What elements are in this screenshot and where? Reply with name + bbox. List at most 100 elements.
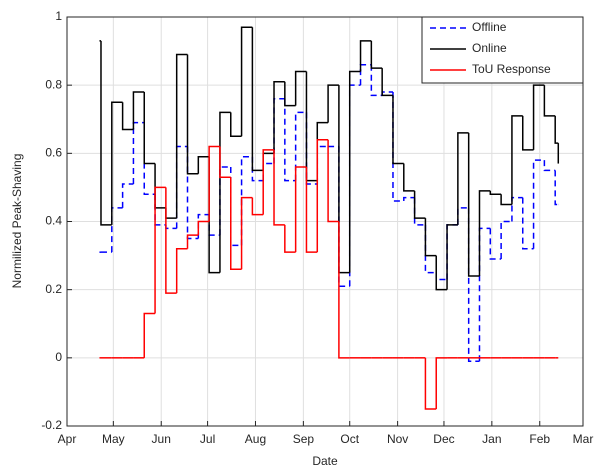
step-segment [284, 81, 296, 107]
x-tick-label: Nov [387, 432, 408, 446]
step-segment [457, 132, 469, 225]
step-segment [467, 132, 480, 277]
step-segment [511, 115, 523, 205]
step-segment [284, 224, 296, 253]
axes-box [66, 16, 584, 427]
step-segment [370, 40, 383, 69]
step-segment [197, 213, 210, 239]
step-segment [413, 197, 426, 226]
step-segment [424, 357, 437, 410]
x-tick-label: Jan [482, 432, 501, 446]
x-tick-label: Apr [58, 432, 77, 446]
x-tick-label: Jul [200, 432, 215, 446]
y-tick-label: 0.4 [45, 214, 62, 228]
step-segment [348, 70, 361, 273]
step-segment [208, 145, 220, 222]
y-tick-label: 0.8 [45, 77, 62, 91]
step-segment [500, 220, 512, 259]
step-segment [251, 27, 264, 172]
step-segment [186, 54, 199, 175]
step-segment [143, 312, 156, 358]
step-segment [489, 228, 502, 260]
step-segment [543, 85, 556, 117]
step-segment [294, 70, 307, 106]
step-segment [413, 190, 426, 219]
step-segment [327, 84, 339, 123]
legend-box [421, 16, 584, 84]
step-segment [111, 101, 123, 225]
step-segment [294, 111, 307, 181]
y-tick-label: 0.2 [45, 282, 62, 296]
y-tick-label: 0 [55, 350, 62, 364]
step-segment [132, 91, 145, 130]
step-segment [478, 190, 491, 277]
x-tick-label: Mar [573, 432, 594, 446]
x-tick-label: Jun [152, 432, 171, 446]
step-segment [121, 183, 134, 208]
step-segment [294, 166, 307, 253]
step-segment [359, 40, 372, 72]
step-segment [230, 166, 242, 247]
step-segment [197, 220, 210, 236]
step-segment [435, 357, 448, 409]
x-tick-label: Oct [340, 432, 359, 446]
step-segment [186, 234, 199, 249]
step-segment [121, 102, 134, 131]
step-segment [175, 53, 188, 219]
x-tick-label: Dec [433, 432, 454, 446]
step-segment [521, 115, 534, 151]
step-segment [403, 196, 415, 202]
step-segment [262, 149, 275, 215]
step-segment [273, 81, 285, 154]
step-segment [521, 197, 534, 250]
y-tick-label: 0.6 [45, 146, 62, 160]
step-segment [554, 170, 559, 206]
step-segment [403, 163, 415, 192]
step-segment [219, 111, 231, 273]
step-segment [392, 95, 404, 165]
x-tick-label: Aug [245, 432, 266, 446]
step-segment [305, 166, 318, 253]
step-segment [240, 196, 253, 270]
step-segment [327, 139, 339, 223]
step-segment [316, 138, 329, 253]
step-segment [273, 149, 285, 226]
step-segment [251, 197, 264, 216]
step-segment [230, 112, 242, 138]
step-segment [543, 160, 556, 172]
x-tick-label: Sep [293, 432, 315, 446]
step-segment [435, 255, 448, 291]
step-segment [165, 187, 177, 294]
legend-label: ToU Response [472, 62, 551, 76]
step-segment [251, 156, 264, 182]
x-tick-label: Feb [529, 432, 550, 446]
step-segment [219, 146, 231, 178]
step-segment [230, 177, 242, 270]
y-axis-label: Normilized Peak-Shaving [10, 154, 24, 289]
step-segment [532, 159, 545, 249]
step-segment [338, 221, 350, 359]
step-segment [489, 190, 502, 195]
step-segment [240, 26, 253, 137]
step-segment [154, 186, 166, 314]
y-tick-label: -0.2 [41, 418, 62, 432]
step-segment [424, 218, 437, 257]
step-segment [554, 115, 559, 144]
step-segment [381, 68, 393, 97]
step-segment [446, 224, 458, 290]
legend-label: Online [472, 41, 507, 55]
step-segment [240, 155, 253, 246]
step-segment [175, 248, 188, 294]
step-segment [100, 40, 112, 226]
step-segment [500, 194, 512, 206]
step-segment [532, 84, 545, 150]
legend-label: Offline [472, 20, 507, 34]
x-axis-label: Date [312, 454, 338, 468]
step-segment [284, 98, 296, 182]
step-segment [370, 64, 383, 97]
y-tick-label: 1 [55, 9, 62, 23]
x-tick-label: May [102, 432, 125, 446]
step-segment [197, 155, 210, 174]
step-segment [143, 91, 156, 165]
